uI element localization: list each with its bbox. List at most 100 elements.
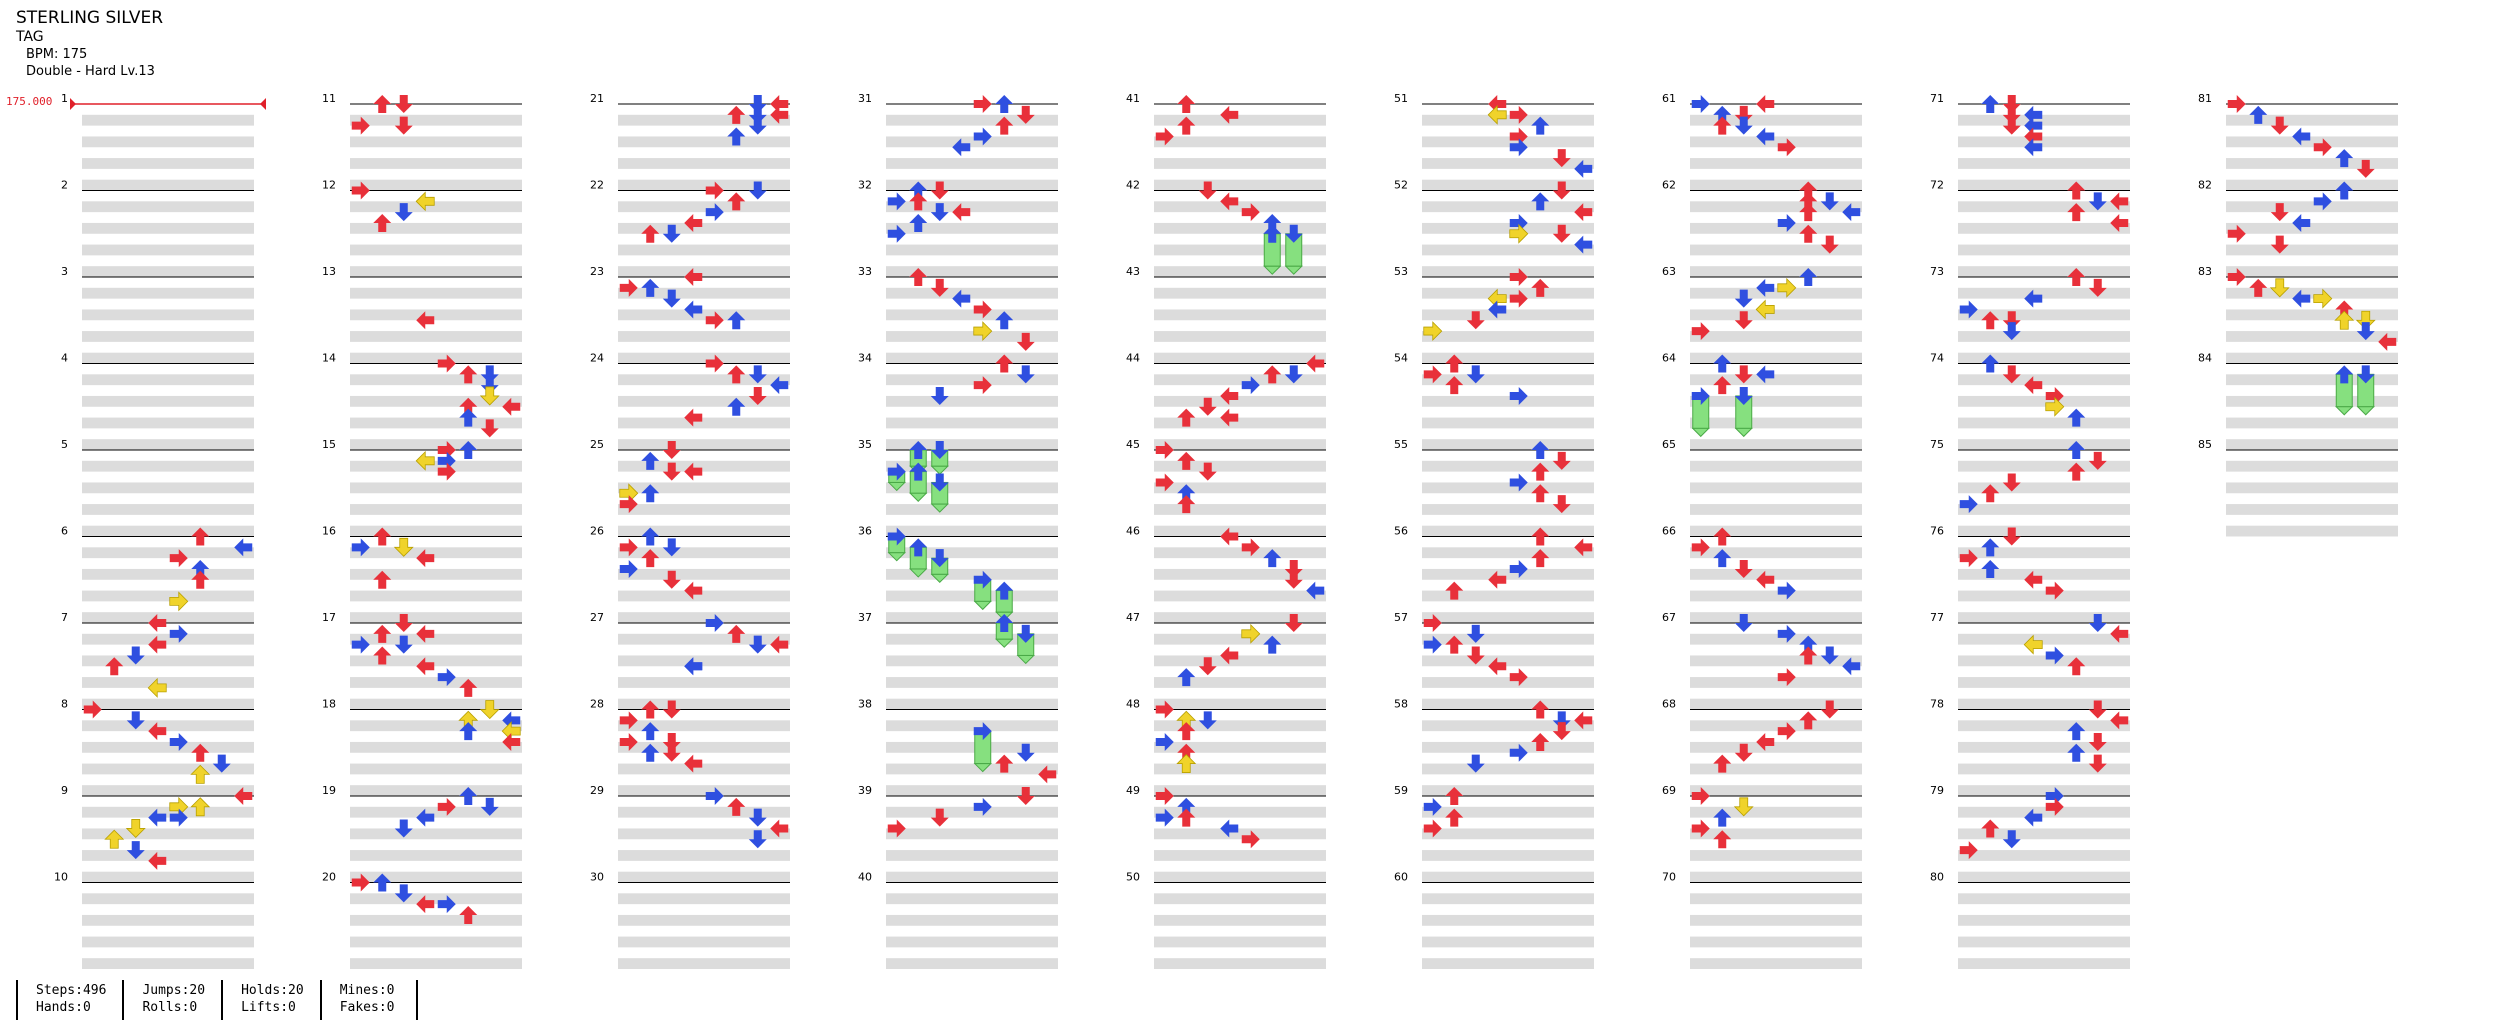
step-arrow — [684, 213, 703, 232]
measure-number: 36 — [858, 525, 872, 538]
measure-number: 55 — [1394, 438, 1408, 451]
measure-27: 27 — [590, 611, 790, 710]
step-arrow — [459, 787, 478, 805]
step-arrow — [1466, 754, 1485, 773]
step-arrow — [1981, 311, 2000, 330]
step-arrow — [351, 116, 370, 135]
step-arrow — [190, 764, 211, 784]
hold-head-arrow — [995, 614, 1014, 632]
measure-17: 17 — [322, 611, 522, 710]
hold-tail — [1016, 654, 1035, 665]
step-arrow — [1574, 235, 1593, 254]
beat-stripe — [1690, 287, 1862, 299]
beat-stripe — [1958, 547, 2130, 559]
measure-10: 10 — [54, 871, 254, 969]
beat-stripe — [1154, 936, 1326, 948]
beat-stripe — [82, 114, 254, 126]
measure-number: 31 — [858, 92, 872, 105]
measure-number: 1 — [61, 92, 68, 105]
measure-43: 43 — [1126, 265, 1326, 364]
measure-50: 50 — [1126, 871, 1326, 969]
beat-stripe — [1422, 331, 1594, 342]
beat-stripe — [1690, 417, 1862, 429]
beat-stripe — [350, 677, 522, 688]
step-arrow — [2110, 213, 2129, 232]
step-arrow — [459, 408, 478, 427]
beat-stripe — [886, 266, 1058, 277]
beat-stripe — [886, 179, 1058, 191]
measure-number: 37 — [858, 611, 872, 624]
measure-number: 17 — [322, 611, 336, 624]
beat-stripe — [618, 677, 790, 688]
beat-stripe — [1154, 266, 1326, 277]
step-arrow — [909, 268, 928, 286]
step-arrow — [1691, 322, 1710, 341]
beat-stripe — [350, 914, 522, 926]
step-arrow — [1155, 473, 1174, 492]
beat-stripe — [1958, 958, 2130, 969]
beat-stripe — [886, 698, 1058, 710]
beat-stripe — [1690, 590, 1862, 602]
beat-stripe — [1154, 439, 1326, 450]
measure-number: 83 — [2198, 265, 2212, 278]
step-arrow — [351, 538, 370, 557]
measure-28: 28 — [590, 698, 790, 796]
hold-head-arrow — [909, 462, 928, 481]
step-arrow — [2067, 722, 2086, 741]
measure-number: 38 — [858, 698, 872, 711]
beat-stripe — [82, 590, 254, 602]
stat-fakes: Fakes:0 — [339, 1000, 395, 1015]
beat-stripe — [886, 893, 1058, 905]
beat-stripe — [1154, 331, 1326, 342]
beat-stripe — [2226, 525, 2398, 537]
step-arrow — [416, 624, 435, 643]
measure-33: 33 — [858, 265, 1058, 364]
step-arrow — [373, 527, 392, 546]
measure-number: 25 — [590, 438, 604, 451]
step-arrow — [1959, 549, 1978, 568]
measure-number: 68 — [1662, 698, 1676, 711]
measure-number: 63 — [1662, 265, 1676, 278]
beat-stripe — [2226, 417, 2398, 429]
hold-tail — [2335, 406, 2354, 416]
step-arrow — [1820, 235, 1839, 254]
beat-stripe — [350, 439, 522, 450]
step-arrow — [1445, 787, 1464, 805]
step-arrow — [2269, 278, 2290, 298]
step-arrow — [351, 635, 370, 654]
step-arrow — [1177, 451, 1196, 470]
step-arrow — [2067, 268, 2086, 286]
step-arrow — [619, 495, 638, 514]
beat-stripe — [886, 871, 1058, 883]
step-arrow — [1820, 700, 1839, 719]
step-arrow — [437, 668, 456, 687]
step-arrow — [1756, 278, 1775, 297]
measure-number: 82 — [2198, 179, 2212, 192]
beat-stripe — [886, 352, 1058, 364]
measure-number: 28 — [590, 698, 604, 711]
measure-number: 47 — [1126, 611, 1140, 624]
beat-stripe — [886, 309, 1058, 321]
measure-8: 8 — [61, 698, 254, 796]
hold-tail — [1263, 265, 1282, 275]
measure-number: 41 — [1126, 92, 1140, 105]
step-arrow — [748, 181, 767, 200]
step-arrow — [973, 321, 993, 342]
hold-tail — [1691, 427, 1710, 438]
beat-stripe — [350, 395, 522, 407]
step-arrow — [909, 213, 928, 232]
beat-stripe — [82, 568, 254, 580]
beat-stripe — [618, 309, 790, 321]
step-arrow — [1734, 289, 1753, 308]
step-arrow — [126, 646, 145, 665]
step-arrow — [1981, 484, 2000, 503]
beat-stripe — [1154, 590, 1326, 602]
step-arrow — [748, 386, 767, 405]
beat-stripe — [618, 655, 790, 667]
step-arrow — [995, 754, 1014, 773]
beat-stripe — [1154, 547, 1326, 559]
step-arrow — [727, 105, 746, 124]
beat-stripe — [1422, 504, 1594, 515]
step-arrow — [437, 354, 456, 373]
measure-number: 13 — [322, 265, 336, 278]
